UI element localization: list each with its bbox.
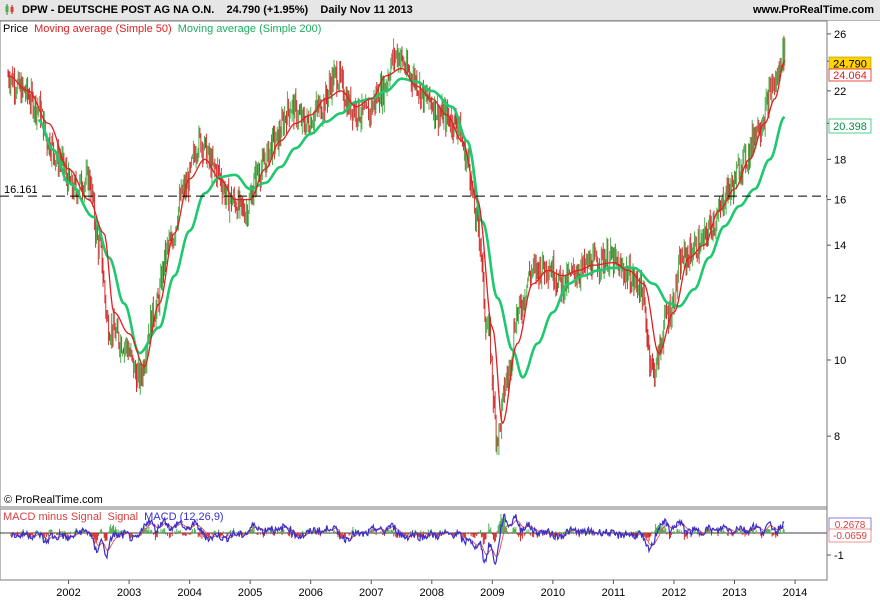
macd-value: 0.2678 [835, 520, 866, 531]
x-tick-label: 2004 [177, 587, 201, 599]
macd-line [10, 513, 785, 566]
last-quote: 24.790 (+1.95%) [226, 4, 309, 16]
y-tick-label: 8 [834, 431, 840, 443]
x-tick-label: 2008 [420, 587, 444, 599]
site-link[interactable]: www.ProRealTime.com [752, 4, 874, 16]
price-panel [0, 20, 828, 508]
y-tick-label: 16 [834, 195, 846, 207]
x-tick-label: 2003 [117, 587, 141, 599]
macd-y-axis: -1 [827, 550, 844, 562]
x-tick-label: 2013 [722, 587, 746, 599]
legend-signal: Signal [107, 511, 138, 523]
ma200-tag: 20.398 [828, 118, 872, 134]
signal-line [10, 519, 785, 558]
y-tick-label: 12 [834, 293, 846, 305]
x-tick-label: 2007 [359, 587, 383, 599]
legend-macd: MACD (12,26,9) [144, 511, 223, 523]
x-tick-label: 2002 [56, 587, 80, 599]
price-legend: Price Moving average (Simple 50) Moving … [3, 23, 321, 35]
y-tick-label: 10 [834, 355, 846, 367]
signal-value: -0.0659 [833, 531, 867, 542]
legend-macd-hist: MACD minus Signal [3, 511, 101, 523]
y-tick-label: 18 [834, 154, 846, 166]
period-date: Daily Nov 11 2013 [320, 4, 413, 16]
chart-header: DPW - DEUTSCHE POST AG NA O.N. 24.790 (+… [0, 0, 880, 21]
last-price-tag: 24.790 [828, 56, 872, 71]
chart-title: DPW - DEUTSCHE POST AG NA O.N. 24.790 (+… [22, 4, 413, 16]
candlestick-icon [5, 4, 14, 15]
x-tick-label: 2006 [298, 587, 322, 599]
x-tick-label: 2009 [480, 587, 504, 599]
x-tick-label: 2010 [541, 587, 565, 599]
ma50-tag: 24.064 [828, 68, 872, 82]
price-bars [7, 35, 786, 456]
instrument-name: DPW - DEUTSCHE POST AG NA O.N. [22, 4, 215, 16]
ma50-value: 24.064 [833, 70, 867, 82]
x-tick-label: 2011 [602, 587, 626, 599]
y-tick-label: 26 [834, 29, 846, 41]
last-price-value: 24.790 [833, 59, 867, 71]
legend-ma200: Moving average (Simple 200) [178, 23, 322, 35]
macd-legend: MACD minus Signal Signal MACD (12,26,9) [3, 511, 224, 523]
macd-tick-label: -1 [834, 550, 844, 562]
signal-tag: -0.0659 [828, 528, 872, 543]
x-tick-label: 2005 [238, 587, 262, 599]
reference-line-label: 16.161 [4, 184, 38, 196]
y-tick-label: 22 [834, 86, 846, 98]
legend-ma50: Moving average (Simple 50) [34, 23, 172, 35]
macd-panel [0, 508, 828, 581]
ma50-line [7, 60, 786, 424]
copyright: © ProRealTime.com [4, 494, 103, 506]
x-tick-label: 2014 [783, 587, 807, 599]
legend-price: Price [3, 23, 28, 35]
y-tick-label: 14 [834, 240, 846, 252]
x-axis: 2002 2003 2004 2005 2006 2007 2008 2009 2010 2011… [56, 580, 807, 599]
x-tick-label: 2012 [662, 587, 686, 599]
ma200-value: 20.398 [833, 121, 867, 133]
price-y-axis: 8101214161820222426 [827, 29, 846, 443]
